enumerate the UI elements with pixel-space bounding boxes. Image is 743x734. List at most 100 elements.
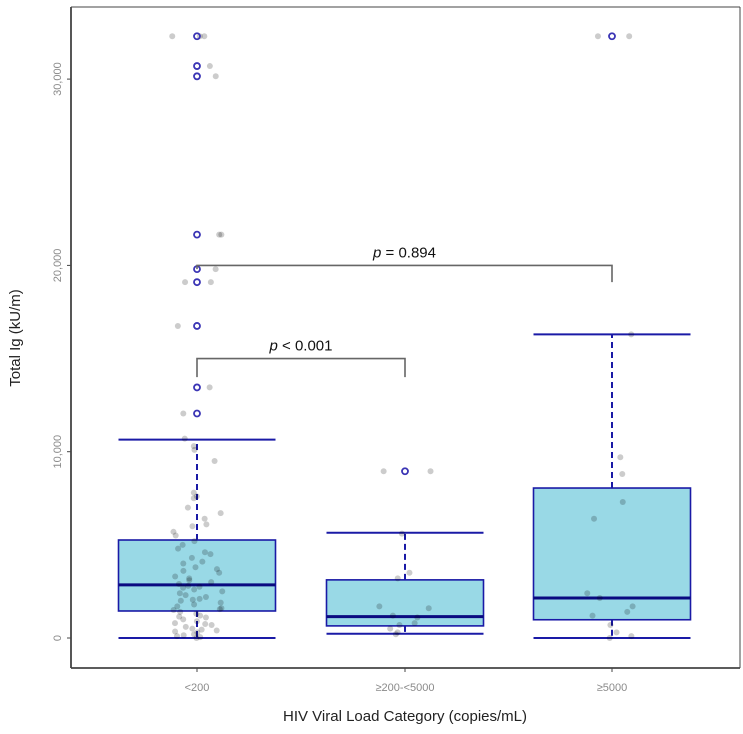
data-point	[392, 631, 399, 638]
x-axis-label: HIV Viral Load Category (copies/mL)	[283, 708, 527, 725]
data-point	[376, 603, 383, 610]
data-point	[180, 560, 187, 567]
data-point	[169, 33, 176, 40]
data-point	[617, 454, 624, 461]
data-point	[199, 558, 206, 565]
p-value: < 0.001	[278, 338, 333, 355]
data-point	[396, 621, 403, 628]
data-point	[206, 63, 213, 70]
data-point	[389, 612, 396, 619]
data-point	[589, 612, 596, 619]
data-point	[584, 590, 591, 597]
data-point	[219, 588, 226, 595]
data-point	[591, 515, 598, 522]
data-point	[201, 515, 208, 522]
data-point	[217, 599, 224, 606]
data-point	[380, 468, 387, 475]
x-tick-label: ≥5000	[597, 682, 628, 694]
data-point	[212, 266, 219, 273]
data-point	[184, 504, 191, 511]
data-point	[185, 582, 192, 589]
outlier-point	[193, 62, 201, 70]
data-point	[201, 549, 208, 556]
data-point	[394, 575, 401, 582]
data-point	[180, 616, 187, 623]
data-point	[216, 569, 223, 576]
y-axis-label: Total Ig (kU/m)	[7, 289, 24, 387]
data-point	[207, 551, 214, 558]
data-point	[211, 458, 218, 465]
y-tick-label: 10,000	[52, 435, 64, 469]
data-point	[176, 590, 183, 597]
data-point	[607, 621, 614, 628]
outlier-point	[193, 32, 201, 41]
data-point	[406, 569, 413, 576]
p-symbol: p	[269, 338, 278, 355]
data-point	[188, 554, 195, 561]
outlier-point	[193, 409, 201, 418]
data-point	[182, 279, 189, 286]
data-point	[191, 586, 198, 593]
data-point	[208, 621, 215, 628]
data-point	[177, 608, 184, 615]
data-point	[387, 625, 394, 632]
p-value-label: p = 0.894	[372, 244, 436, 261]
data-point	[180, 584, 187, 591]
data-point	[191, 601, 198, 608]
outlier-point	[193, 278, 201, 287]
box	[117, 539, 277, 612]
data-point	[398, 530, 405, 537]
data-point	[190, 495, 197, 502]
data-point	[186, 577, 193, 584]
data-point	[427, 468, 434, 475]
data-point	[196, 595, 203, 602]
data-point	[182, 592, 189, 599]
data-point	[203, 521, 210, 528]
data-point	[193, 493, 200, 500]
data-point	[629, 603, 636, 610]
data-point	[594, 33, 601, 40]
data-point	[202, 594, 209, 601]
data-point	[626, 33, 633, 40]
data-point	[213, 627, 220, 634]
data-point	[179, 541, 186, 548]
data-point	[218, 605, 225, 612]
data-point	[174, 633, 181, 640]
data-point	[197, 634, 204, 641]
data-point	[172, 532, 179, 539]
data-point	[192, 564, 199, 571]
data-point	[189, 625, 196, 632]
data-point	[170, 528, 177, 535]
box	[325, 579, 485, 627]
outlier-point	[401, 467, 409, 476]
data-point	[193, 610, 200, 617]
data-point	[190, 443, 197, 450]
data-point	[202, 614, 209, 621]
data-point	[596, 594, 603, 601]
data-point	[208, 579, 215, 586]
y-tick-label: 30,000	[52, 62, 64, 96]
data-point	[171, 620, 178, 627]
data-point	[201, 33, 208, 40]
data-point	[189, 596, 196, 603]
x-tick-label: ≥200-<5000	[376, 682, 435, 694]
p-symbol: p	[372, 244, 381, 261]
outlier-point	[193, 230, 201, 239]
data-point	[172, 628, 179, 635]
data-point	[628, 331, 635, 338]
y-tick-label: 0	[52, 635, 64, 641]
p-value-label: p < 0.001	[269, 338, 333, 355]
data-point	[180, 632, 187, 639]
data-point	[216, 231, 223, 238]
data-point	[619, 499, 626, 506]
data-point	[425, 605, 432, 612]
data-point	[172, 573, 179, 580]
data-point	[198, 626, 205, 633]
data-point	[619, 471, 626, 478]
data-point	[191, 538, 198, 545]
data-point	[194, 629, 201, 636]
data-point	[411, 620, 418, 627]
y-tick-label: 20,000	[52, 249, 64, 283]
data-point	[216, 606, 223, 613]
